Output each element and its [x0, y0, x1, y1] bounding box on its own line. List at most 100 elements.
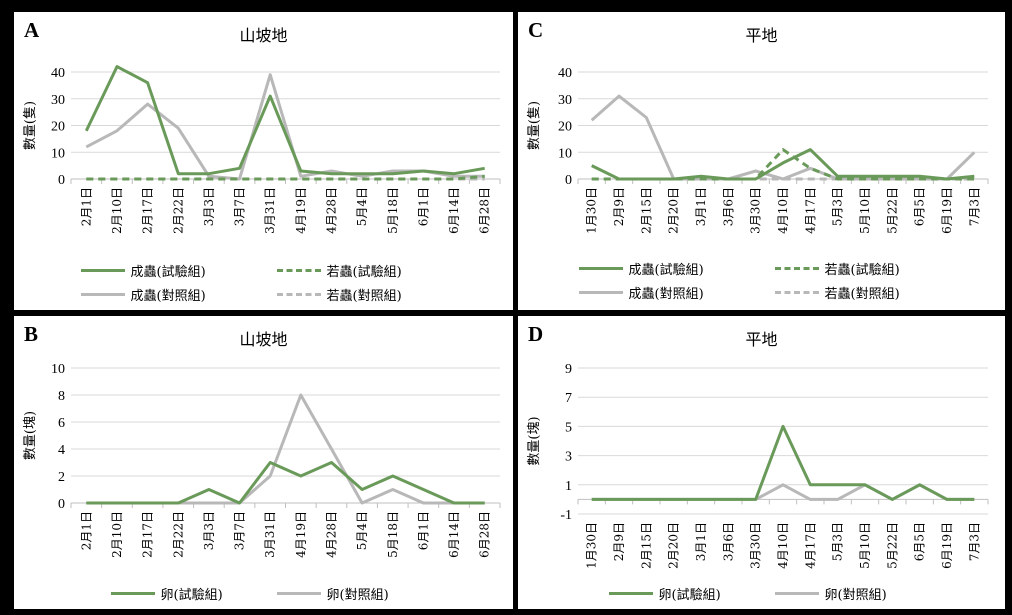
chart-legend: 成蟲(試驗組) 若蟲(試驗組) 成蟲(對照組) 若蟲(對照組): [518, 256, 1005, 304]
x-tick-label: 6月14日: [447, 187, 461, 234]
x-tick-label: 6月1日: [416, 187, 430, 226]
x-tick-label: 3月1日: [694, 187, 708, 226]
legend-item: 卵(對照組): [276, 584, 417, 603]
legend-label: 成蟲(試驗組): [130, 264, 206, 280]
x-tick-label: 2月9日: [612, 522, 626, 561]
y-tick-label: 30: [51, 93, 65, 108]
x-tick-label: 5月22日: [885, 187, 899, 234]
x-tick-label: 2月15日: [639, 187, 653, 234]
x-tick-label: 6月1日: [416, 511, 430, 550]
legend-label: 若蟲(試驗組): [326, 264, 402, 280]
legend-item: 成蟲(試驗組): [80, 261, 251, 280]
panel-letter: A: [24, 18, 40, 42]
chart-plot: 0 2 4 6 8 10 2月1日 2月10日 2月17日 2月22日 3月3日 3月7日 3月31日 4…: [22, 362, 501, 558]
y-tick-label: -1: [560, 508, 572, 523]
x-tick-label: 2月22日: [171, 187, 185, 234]
legend-label: 卵(試驗組): [160, 587, 223, 603]
x-tick-label: 6月5日: [913, 522, 927, 561]
x-tick-label: 5月4日: [355, 511, 369, 550]
x-tick-label: 4月28日: [324, 511, 338, 558]
x-tick-label: 6月28日: [478, 187, 492, 234]
x-tick-label: 4月17日: [803, 187, 817, 234]
y-axis-label: 數量(隻): [23, 101, 38, 150]
chart-title: 山坡地: [239, 330, 288, 349]
y-tick-label: 4: [58, 443, 65, 458]
y-tick-label: 1: [565, 479, 572, 494]
x-tick-label: 3月30日: [749, 522, 763, 569]
chart-plot: -1 1 3 5 7 9 1月30日 2月9日 2月15日 2月20日 3月1日 3月6日 3月30日 4…: [526, 362, 989, 569]
x-tick-label: 2月20日: [667, 522, 681, 569]
y-tick-label: 40: [51, 66, 65, 81]
y-tick-label: 0: [565, 173, 572, 188]
chart-title: 山坡地: [239, 26, 288, 45]
legend-item: 成蟲(對照組): [578, 283, 749, 302]
legend-label: 成蟲(對照組): [130, 288, 206, 304]
x-tick-label: 3月6日: [721, 522, 735, 561]
x-tick-label: 2月17日: [141, 187, 155, 234]
panel-letter: B: [24, 322, 39, 346]
legend-item: 成蟲(試驗組): [578, 259, 749, 278]
y-axis-label: 數量(塊): [22, 411, 38, 460]
chart-panel-c: C 平地 0 10 20 30 40 1月30日 2月9日 2月15日 2月20日 3月1日 3月6…: [518, 12, 1005, 310]
legend-item: 若蟲(對照組): [774, 283, 945, 302]
x-tick-label: 3月3日: [202, 187, 216, 226]
y-tick-label: 2: [58, 470, 65, 485]
chart-legend: 卵(試驗組) 卵(對照組): [518, 581, 1005, 605]
x-tick-label: 7月3日: [967, 522, 981, 561]
legend-label: 成蟲(對照組): [628, 286, 704, 302]
series-line: [86, 174, 485, 181]
legend-label: 若蟲(對照組): [326, 288, 402, 304]
x-tick-label: 4月10日: [776, 522, 790, 569]
x-tick-label: 2月9日: [612, 187, 626, 226]
x-tick-label: 2月1日: [79, 187, 93, 226]
x-tick-label: 3月6日: [721, 187, 735, 226]
x-tick-label: 6月19日: [940, 187, 954, 234]
legend-item: 若蟲(對照組): [276, 285, 447, 304]
x-tick-label: 5月3日: [831, 187, 845, 226]
y-tick-label: 10: [51, 362, 65, 377]
x-tick-label: 5月18日: [386, 187, 400, 234]
chart-legend: 成蟲(試驗組) 若蟲(試驗組) 成蟲(對照組) 若蟲(對照組): [14, 258, 513, 306]
x-tick-label: 3月3日: [202, 511, 216, 550]
chart-legend: 卵(試驗組) 卵(對照組): [14, 581, 513, 605]
legend-item: 卵(對照組): [774, 584, 915, 603]
legend-item: 若蟲(試驗組): [774, 259, 945, 278]
legend-item: 卵(試驗組): [110, 584, 251, 603]
x-tick-label: 4月17日: [803, 522, 817, 569]
x-tick-label: 1月30日: [585, 187, 599, 234]
x-tick-label: 5月22日: [885, 522, 899, 569]
y-tick-label: 10: [51, 146, 65, 161]
series-line: [590, 94, 976, 181]
y-tick-label: 10: [558, 146, 572, 161]
x-tick-label: 4月19日: [294, 187, 308, 234]
x-tick-label: 4月19日: [294, 511, 308, 558]
y-tick-label: 8: [58, 389, 65, 404]
chart-title: 平地: [745, 26, 778, 45]
legend-label: 成蟲(試驗組): [628, 262, 704, 278]
x-tick-label: 1月30日: [585, 522, 599, 569]
x-tick-label: 2月17日: [141, 511, 155, 558]
y-tick-label: 0: [58, 173, 65, 188]
series-line: [84, 65, 485, 176]
chart-panel-b: B 山坡地 0 2 4 6 8 10 2月1日 2月10日 2月17日 2月22日 3月3日 3月7日…: [14, 316, 513, 609]
y-axis-label: 數量(隻): [527, 101, 542, 150]
chart-panel-d: D 平地 -1 1 3 5 7 9 1月30日 2月9日 2月15日 2月20日 3月1日 3月6日 3…: [518, 316, 1005, 609]
panel-letter: C: [528, 18, 544, 42]
legend-label: 若蟲(對照組): [824, 286, 900, 302]
x-tick-label: 3月30日: [749, 187, 763, 234]
y-tick-label: 20: [51, 120, 65, 135]
x-tick-label: 3月1日: [694, 522, 708, 561]
x-tick-label: 7月3日: [967, 187, 981, 226]
x-tick-label: 6月14日: [447, 511, 461, 558]
x-tick-label: 3月31日: [263, 511, 277, 558]
legend-label: 卵(對照組): [824, 587, 887, 603]
x-tick-label: 2月15日: [639, 522, 653, 569]
x-tick-label: 3月31日: [263, 187, 277, 234]
legend-item: 成蟲(對照組): [80, 285, 251, 304]
x-tick-label: 2月22日: [171, 511, 185, 558]
x-tick-label: 2月20日: [667, 187, 681, 234]
legend-item: 卵(試驗組): [608, 584, 749, 603]
x-tick-label: 5月18日: [386, 511, 400, 558]
y-tick-label: 5: [565, 420, 572, 435]
x-tick-label: 2月1日: [79, 511, 93, 550]
